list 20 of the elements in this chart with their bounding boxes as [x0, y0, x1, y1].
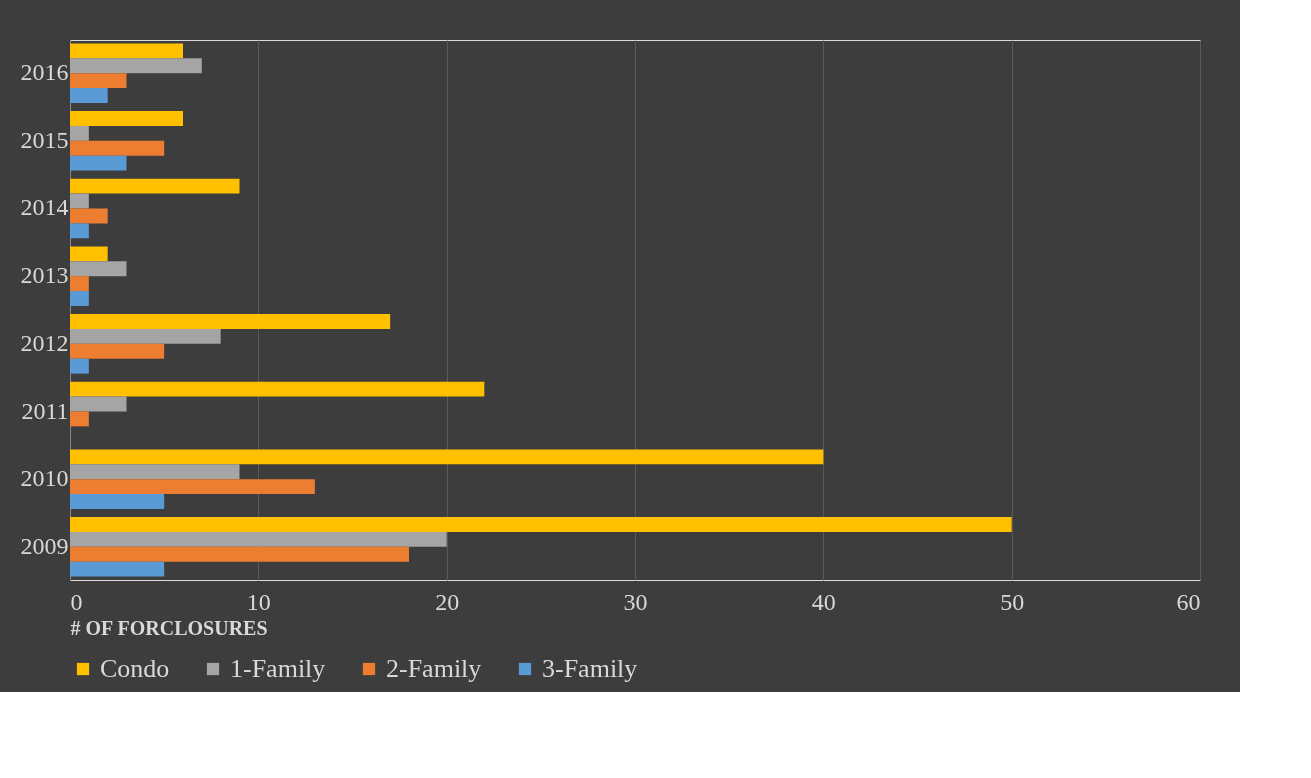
legend-label: Condo: [100, 654, 170, 683]
y-tick-label: 2014: [20, 194, 69, 221]
x-tick-label: 40: [811, 588, 836, 615]
y-tick-label: 2010: [20, 465, 69, 492]
legend-label: 2-Family: [386, 654, 482, 683]
y-tick-label: 2011: [21, 397, 69, 424]
x-tick-label: 20: [435, 588, 460, 615]
y-tick-label: 2009: [20, 532, 69, 559]
x-tick-label: 60: [1176, 588, 1201, 615]
y-tick-label: 2013: [20, 262, 69, 289]
x-tick-label: 30: [623, 588, 648, 615]
legend-label: 3-Family: [542, 654, 638, 683]
y-tick-label: 2012: [20, 329, 69, 356]
x-tick-label: 0: [70, 588, 83, 615]
y-tick-label: 2015: [20, 126, 69, 153]
x-axis-title: # OF FORCLOSURES: [70, 616, 268, 639]
y-tick-label: 2016: [20, 59, 69, 86]
legend-label: 1-Family: [230, 654, 326, 683]
x-tick-label: 10: [246, 588, 271, 615]
x-tick-label: 50: [1000, 588, 1025, 615]
